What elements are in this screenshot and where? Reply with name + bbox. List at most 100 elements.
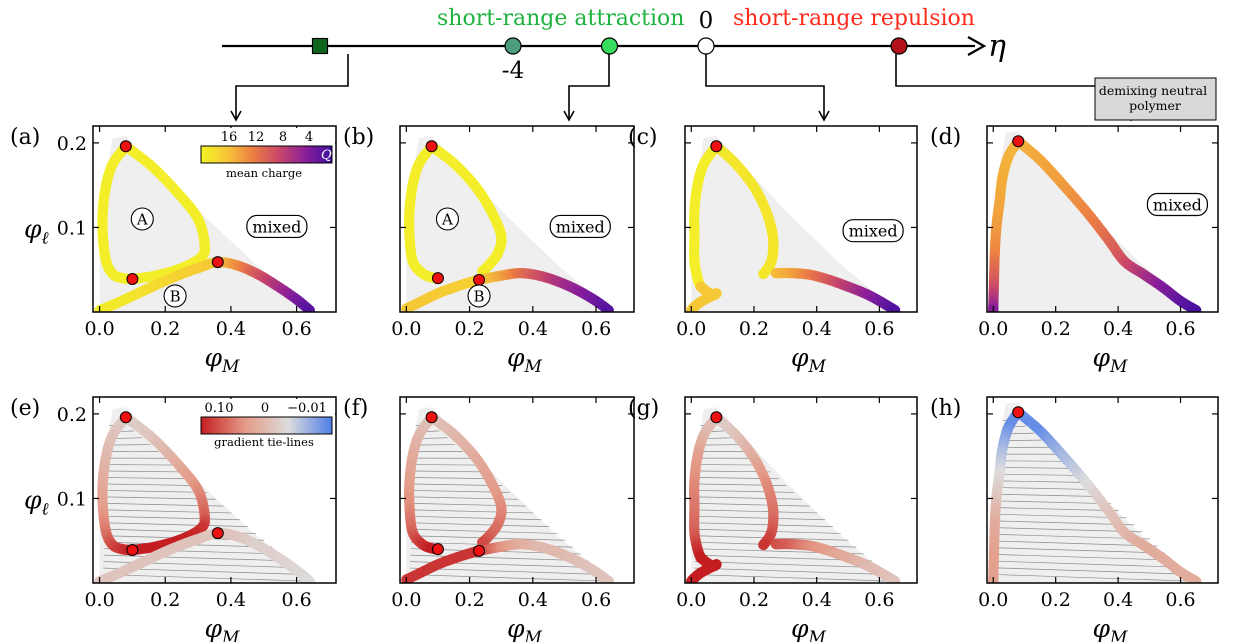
panel-g: 0.0 0.2 0.4 0.6 φM (g): [628, 396, 918, 642]
panel-f: 0.0 0.2 0.4 0.6 φM (f): [343, 396, 635, 642]
binodal-dots-c: [686, 141, 901, 312]
attraction-label: short-range attraction: [437, 6, 684, 31]
x-tick-label: 0.2: [454, 589, 484, 611]
tie-line: [414, 464, 479, 466]
tie-line: [412, 509, 534, 514]
x-tick-label: 0.2: [1041, 318, 1071, 340]
tick-label-zero: 0: [699, 8, 714, 34]
x-tick-label: 0.6: [281, 318, 311, 340]
critical-point: [710, 140, 723, 153]
colorbar-charge-label: mean charge: [226, 166, 302, 180]
x-axis-label-subscript: M: [1109, 357, 1128, 377]
y-tick-label: 0.2: [57, 404, 87, 426]
x-tick-label: 0.0: [391, 318, 421, 340]
critical-point: [425, 140, 438, 153]
binodal-dot: [304, 305, 315, 312]
y-axis-label-subscript: ℓ: [42, 499, 49, 519]
binodal-dot: [758, 268, 769, 280]
x-tick-label: 0.2: [150, 318, 180, 340]
tie-line: [105, 515, 240, 521]
tie-line: [412, 503, 526, 507]
x-tick-label: 0.2: [454, 318, 484, 340]
colorbar-gradient-tick-010: 0.10: [205, 401, 234, 416]
tie-line: [413, 477, 495, 480]
x-axis-label: φM: [791, 343, 827, 377]
plot-area-e: [94, 407, 317, 583]
y-tick-label: 0.1: [57, 488, 87, 510]
x-tick-label: 0.4: [802, 589, 832, 611]
colorbar-charge-tick-4: 4: [305, 130, 313, 145]
region-a-label: A: [441, 211, 453, 229]
x-axis-label-subscript: M: [221, 357, 240, 377]
mixed-region-label: mixed: [252, 217, 301, 236]
colorbar-charge-tick-12: 12: [248, 130, 265, 145]
plot-area-g: [686, 407, 901, 583]
tie-line: [108, 444, 151, 446]
tie-line: [697, 496, 802, 500]
tie-line: [411, 522, 550, 527]
tie-line: [999, 493, 1104, 497]
demixing-box-line2: polymer: [1129, 98, 1181, 113]
binodal-dot: [889, 576, 901, 583]
panel-frame-a: [92, 125, 337, 313]
tie-lines-e: [102, 423, 314, 582]
tie-line: [414, 444, 456, 446]
tie-line: [996, 574, 1197, 582]
region-b-label: B: [474, 287, 485, 305]
x-tick-label: 0.2: [739, 589, 769, 611]
tie-line: [699, 444, 740, 446]
binodal-dot: [889, 305, 901, 312]
x-tick-label: 0.4: [1103, 589, 1133, 611]
binodal-dot: [758, 539, 769, 551]
critical-point: [211, 256, 224, 269]
panel-frame-e: [92, 396, 337, 584]
critical-point: [126, 273, 139, 286]
tie-line: [409, 567, 605, 575]
critical-point: [431, 272, 444, 285]
x-axis-label-subscript: M: [221, 628, 240, 642]
colorbar-gradient-tick-m001: −0.01: [287, 401, 327, 416]
connector-arrow-c: [705, 54, 825, 118]
critical-point: [473, 273, 486, 286]
tie-line: [998, 520, 1135, 526]
demixing-box: demixing neutral polymer: [1094, 77, 1217, 121]
y-axis-label: φℓ: [24, 485, 49, 519]
panel-h: 0.0 0.2 0.4 0.6 φM (h): [930, 396, 1219, 642]
tie-line: [999, 507, 1119, 512]
x-tick-label: 0.6: [864, 318, 894, 340]
demixing-box-label: demixing neutral polymer: [1099, 83, 1211, 113]
tie-line: [694, 574, 896, 582]
panel-frame-f: [399, 396, 635, 584]
x-tick-label: 0.0: [391, 589, 421, 611]
panel-frame-b: [399, 125, 635, 313]
tie-line: [996, 560, 1181, 568]
critical-point: [710, 411, 723, 424]
x-tick-label: 0.0: [978, 318, 1008, 340]
region-a-circle: [130, 207, 154, 231]
eta-marker-circle: [600, 37, 619, 55]
critical-point: [425, 411, 438, 424]
plot-area-f: [401, 407, 616, 583]
critical-point: [126, 544, 139, 557]
binodal-dots-d: [988, 136, 1202, 312]
tie-line: [996, 567, 1189, 575]
eta-marker-circle: [697, 37, 715, 55]
tie-line: [411, 515, 542, 521]
critical-point: [119, 411, 132, 424]
x-axis-label: φM: [791, 614, 827, 642]
panel-letter-g: (g): [628, 396, 659, 421]
mixed-region-label: mixed: [556, 217, 605, 236]
two-phase-region: [406, 407, 616, 583]
tie-line: [105, 509, 232, 514]
mixed-region-box: [842, 219, 904, 243]
panel-a: 0.0 0.2 0.4 0.6 0.1 0.2 φM φℓ (a) mixed A B: [10, 125, 337, 377]
mixed-region-box: [246, 214, 308, 239]
binodal-dot: [1190, 576, 1202, 583]
x-tick-label: 0.0: [978, 589, 1008, 611]
mixed-region-box: [549, 214, 611, 239]
plot-area-c: [686, 136, 901, 312]
panel-frame-c: [684, 125, 918, 313]
y-tick-label: 0.2: [57, 133, 87, 155]
x-tick-label: 0.4: [518, 589, 548, 611]
